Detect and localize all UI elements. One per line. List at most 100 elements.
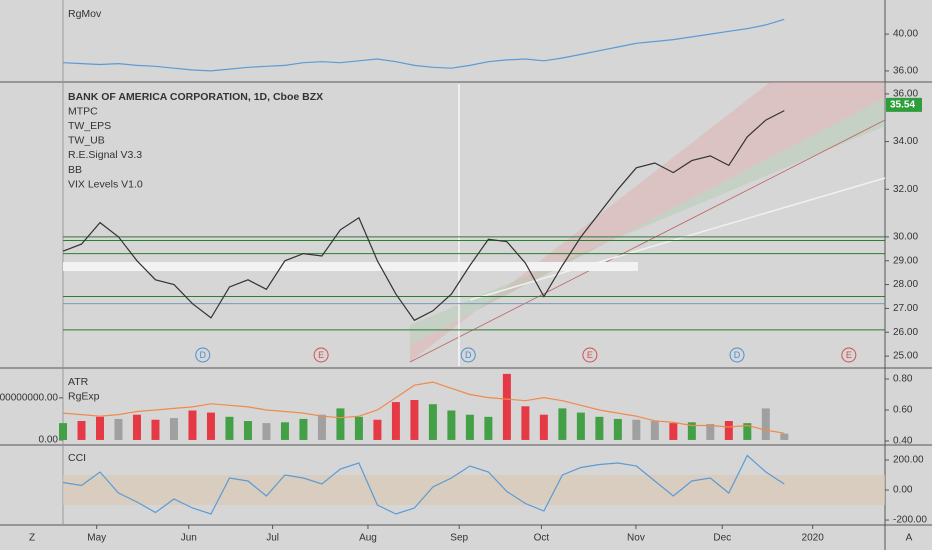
volume-bar [465,414,474,440]
volume-bar [669,423,678,440]
indicator-label: ATR [68,376,89,388]
event-label: D [465,350,472,360]
volume-bar [447,410,456,440]
volume-bar [299,418,308,440]
y-tick-label: -200.00 [893,515,927,526]
volume-bar [613,418,622,440]
x-tick-label: Jul [266,533,279,544]
volume-bar [521,406,530,440]
event-marker [195,347,211,363]
y-tick-label: 100000000.00 [0,393,58,404]
y-tick-label: 200.00 [893,455,924,466]
y-tick-label: 27.00 [893,303,918,314]
volume-bar [59,423,67,440]
event-label: D [734,350,741,360]
volume-bar [354,416,363,440]
indicator-label: TW_EPS [68,120,111,132]
event-marker [313,347,329,363]
event-label: E [846,350,852,360]
indicator-label: TW_UB [68,135,105,147]
volume-bar [558,408,567,440]
price-tag [886,97,922,112]
volume-bar [132,414,141,440]
indicator-label: CCI [68,452,86,464]
y-tick-label: 26.00 [893,327,918,338]
price-line [62,110,785,322]
y-tick-label: 40.00 [893,29,918,40]
volume-bar [576,412,585,440]
volume-bar [724,421,733,440]
indicator-label: R.E.Signal V3.3 [68,149,142,161]
volume-bar [780,433,789,440]
y-tick-label: 36.00 [893,66,918,77]
event-label: D [199,350,206,360]
x-tick-label: Jun [181,533,197,544]
cci-band [63,475,885,506]
indicator-label: BB [68,164,82,176]
indicator-label: VIX Levels V1.0 [68,178,143,190]
channel-line [409,119,886,363]
y-tick-label: 25.00 [893,351,918,362]
volume-bar [539,414,548,440]
x-tick-label: May [87,533,106,544]
corner-label: Z [29,533,35,544]
volume-bar [151,419,160,440]
x-tick-label: Dec [713,533,731,544]
volume-bar [632,419,641,440]
atr-line [62,381,785,434]
volume-bar [225,416,234,440]
price-line [62,18,785,72]
y-tick-label: 0.00 [893,485,913,496]
volume-bar [169,418,178,440]
price-line [62,454,785,515]
y-tick-label: 0.00 [39,435,59,446]
indicator-label: BANK OF AMERICA CORPORATION, 1D, Cboe BZ… [68,91,323,103]
event-marker [729,347,745,363]
volume-bar [428,404,437,440]
event-label: E [318,350,324,360]
vix-zone [63,262,638,271]
corner-label: A [906,533,913,544]
x-tick-label: Aug [359,533,377,544]
trend-line [469,177,886,301]
volume-bar [95,416,104,440]
indicator-label: MTPC [68,105,98,117]
event-label: E [587,350,593,360]
indicator-label: RgExp [68,390,100,402]
volume-bar [743,423,752,440]
y-tick-label: 30.00 [893,232,918,243]
volume-bar [280,422,289,440]
event-marker [582,347,598,363]
y2-tick-label: 0.80 [893,374,913,385]
volume-bar [373,419,382,440]
volume-bar [188,410,197,440]
volume-bar [502,373,511,440]
volume-bar [391,402,400,440]
x-tick-label: Sep [450,533,468,544]
y-tick-label: 29.00 [893,255,918,266]
x-tick-label: 2020 [802,533,825,544]
volume-bar [595,416,604,440]
volume-bar [206,412,215,440]
volume-bar [687,422,696,440]
volume-bar [262,423,271,440]
y-tick-label: 28.00 [893,279,918,290]
volume-bar [484,416,493,440]
regression-channel-upper [410,82,885,362]
volume-bar [317,414,326,440]
price-tag-label: 35.54 [890,100,915,111]
volume-bar [336,408,345,440]
volume-bar [706,423,715,440]
y2-tick-label: 0.40 [893,436,913,447]
event-marker [460,347,476,363]
y2-tick-label: 0.60 [893,405,913,416]
indicator-label: RgMov [68,8,102,20]
volume-bar [410,399,419,440]
x-tick-label: Nov [627,533,645,544]
x-tick-label: Oct [534,533,550,544]
volume-bar [761,408,770,440]
event-marker [841,347,857,363]
y-tick-label: 36.00 [893,89,918,100]
